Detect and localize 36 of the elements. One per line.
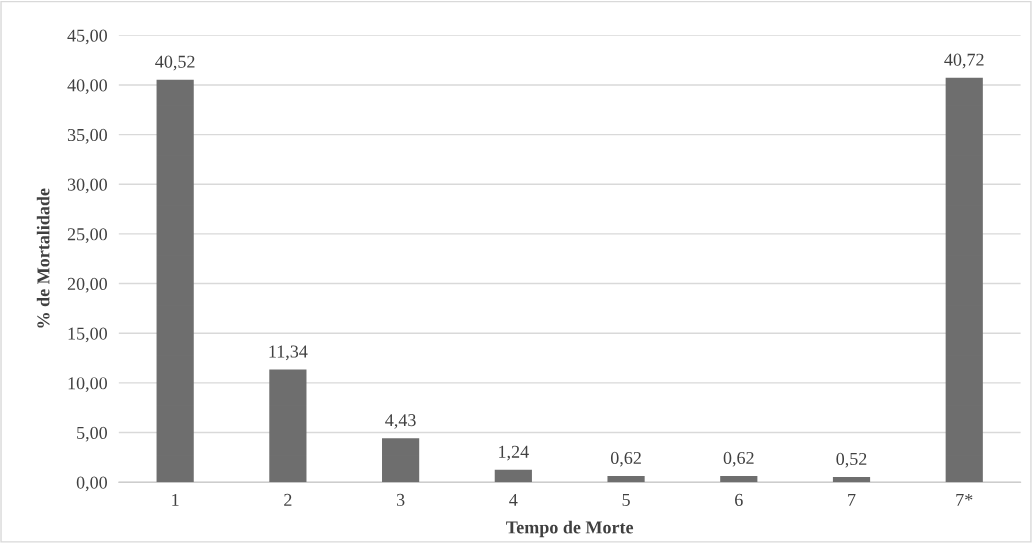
y-tick-label: 20,00 (67, 277, 107, 293)
y-tick-label: 10,00 (68, 377, 107, 392)
x-tick-label: 2 (284, 493, 292, 506)
x-tick-label: 5 (622, 494, 630, 506)
data-label: 0,62 (610, 451, 641, 467)
y-tick-label: 30,00 (67, 178, 107, 194)
bar (945, 77, 983, 483)
bar (269, 369, 307, 483)
bar (494, 469, 532, 483)
bar (382, 438, 420, 483)
y-tick-label: 25,00 (67, 228, 107, 243)
y-tick-label: 5,00 (77, 426, 107, 442)
bar (832, 477, 871, 483)
x-axis-title: Tempo de Morte (506, 520, 634, 538)
bar (607, 476, 645, 483)
data-label: 4,43 (385, 414, 416, 429)
bar (720, 476, 758, 483)
y-tick-label: 45,00 (67, 29, 107, 45)
data-label: 1,24 (499, 445, 529, 461)
x-tick-label: 1 (172, 493, 179, 506)
x-tick-label: 7* (956, 494, 973, 506)
data-label: 40,72 (944, 53, 984, 69)
data-label: 11,34 (269, 345, 308, 361)
x-tick-label: 7 (848, 494, 856, 506)
y-tick-label: 15,00 (68, 327, 107, 343)
y-axis-title: % de Mortalidade (36, 188, 50, 328)
data-label: 40,52 (155, 55, 195, 71)
data-label: 0,62 (723, 451, 754, 467)
x-tick-label: 6 (735, 493, 743, 506)
bar (156, 79, 194, 483)
data-label: 0,52 (836, 452, 867, 468)
y-tick-label: 35,00 (67, 128, 107, 144)
x-tick-label: 4 (509, 493, 518, 506)
y-tick-label: 0,00 (76, 476, 107, 492)
x-tick-label: 3 (396, 493, 405, 506)
y-tick-label: 40,00 (67, 79, 107, 94)
